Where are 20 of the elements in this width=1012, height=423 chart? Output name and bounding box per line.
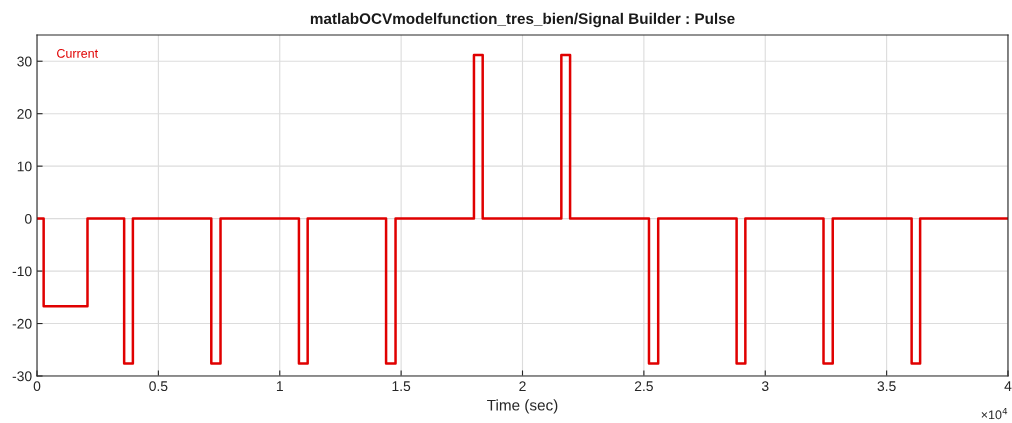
- x-tick-label: 0.5: [149, 381, 168, 392]
- y-tick-label: 20: [17, 109, 32, 119]
- x-tick-label: 0: [33, 381, 41, 392]
- x-tick-label: 1: [276, 381, 283, 391]
- y-tick-label: 0: [24, 213, 32, 224]
- chart-title: matlabOCVmodelfunction_tres_bien/Signal Builder : Pulse: [310, 12, 735, 28]
- x-tick-label: 4: [1004, 381, 1012, 391]
- x-tick-label: 3.5: [877, 381, 896, 392]
- text: ×10$^{4}$: [981, 407, 1008, 420]
- x-tick-label: 1.5: [392, 381, 411, 392]
- y-tick-label: -10: [12, 266, 32, 277]
- y-tick-label: -30: [12, 371, 32, 382]
- x-tick-label: 3: [761, 381, 769, 392]
- x-tick-label: 2.5: [634, 381, 653, 392]
- y-tick-label: -20: [12, 318, 32, 329]
- x-axis-title: Time (sec): [487, 399, 558, 414]
- y-tick-label: 30: [17, 56, 32, 67]
- text: Current: [57, 48, 99, 58]
- y-tick-label: 10: [17, 161, 32, 172]
- x-tick-label: 2: [519, 381, 526, 391]
